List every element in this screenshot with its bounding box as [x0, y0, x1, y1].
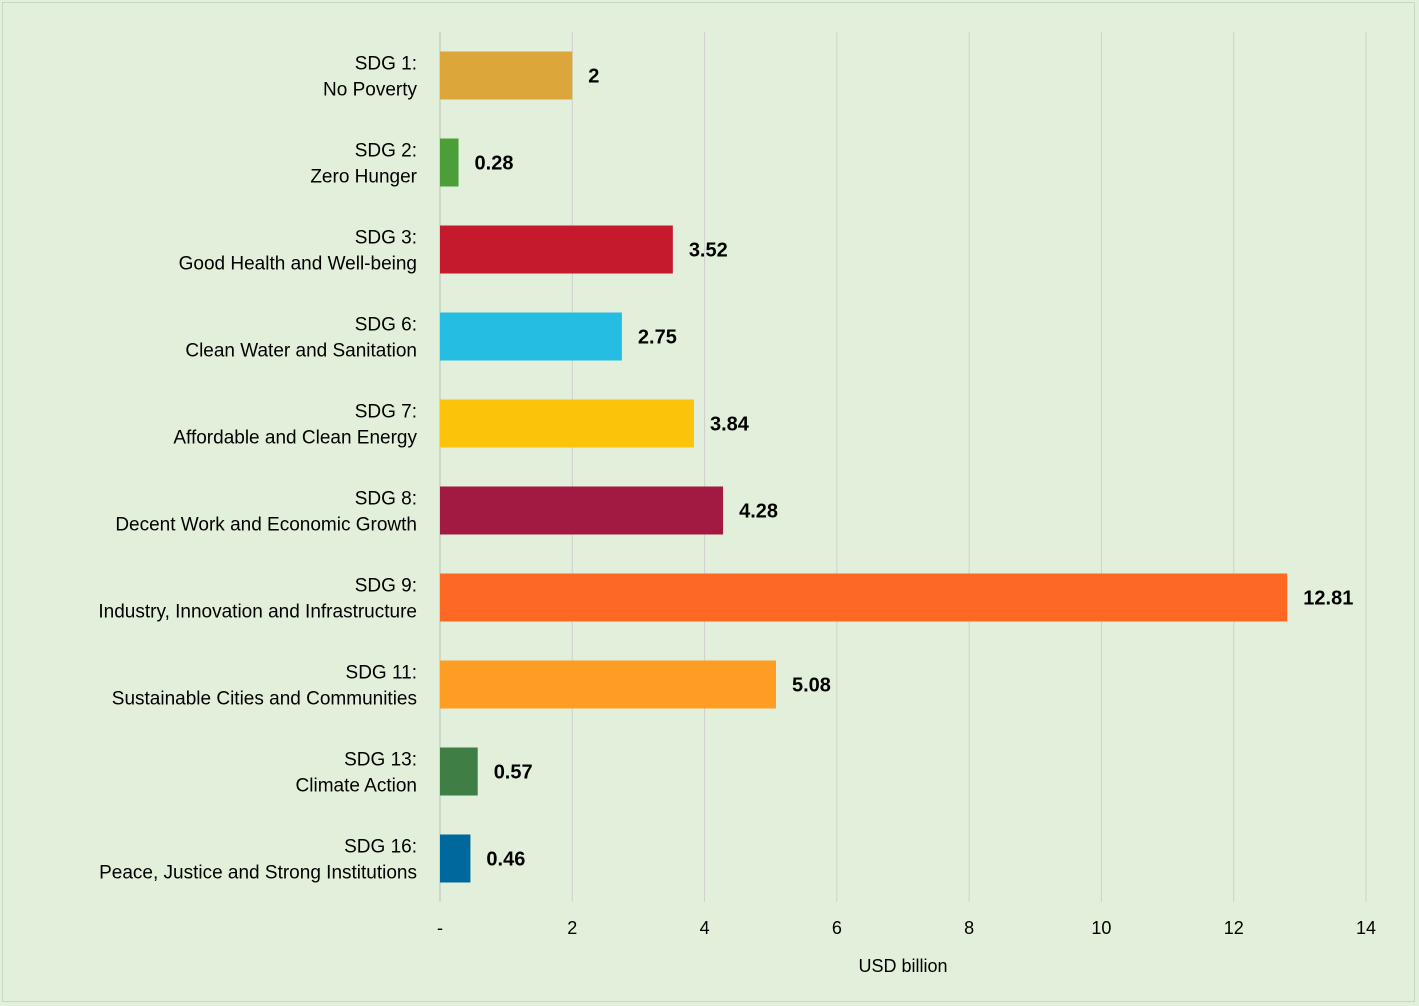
bar [440, 747, 478, 796]
category-labels: SDG 1: No Poverty SDG 2: Zero Hunger SDG 3: G… [98, 54, 417, 884]
category-label-code: SDG 6: [355, 315, 417, 336]
x-tick-label: - [437, 918, 443, 938]
category-label-name: Zero Hunger [310, 167, 417, 188]
category-label-code: SDG 9: [355, 576, 417, 597]
gridlines [439, 32, 1367, 902]
data-label: 0.57 [494, 762, 533, 784]
bar [440, 138, 459, 187]
category-label-code: SDG 8: [355, 489, 417, 510]
category-label-code: SDG 3: [355, 228, 417, 249]
data-label: 0.46 [486, 849, 525, 871]
x-tick-label: 2 [567, 918, 577, 938]
x-tick-label: 10 [1091, 918, 1111, 938]
bar [440, 399, 694, 448]
x-axis-ticks: - 2 4 6 8 10 12 14 [437, 918, 1376, 938]
bar [440, 312, 622, 361]
category-label-name: Peace, Justice and Strong Institutions [99, 863, 417, 884]
data-label: 2.75 [638, 327, 677, 349]
category-label-name: Decent Work and Economic Growth [115, 515, 417, 536]
data-label: 4.28 [739, 501, 778, 523]
bar [440, 51, 573, 100]
category-label-name: Good Health and Well-being [179, 254, 417, 275]
category-label-code: SDG 11: [346, 663, 417, 684]
category-label-name: Clean Water and Sanitation [185, 341, 417, 362]
category-label-code: SDG 2: [355, 141, 417, 162]
category-label-code: SDG 1: [355, 54, 417, 75]
category-label-code: SDG 16: [344, 837, 417, 858]
data-label: 3.84 [710, 414, 750, 436]
data-label: 2 [588, 66, 599, 88]
category-label-name: Industry, Innovation and Infrastructure [98, 602, 417, 623]
x-tick-label: 8 [964, 918, 974, 938]
bar [440, 573, 1288, 622]
data-label: 12.81 [1303, 588, 1353, 610]
data-label: 3.52 [689, 240, 728, 262]
bar [440, 660, 777, 709]
bars [440, 51, 1288, 883]
x-axis-title: USD billion [858, 956, 947, 976]
bar [440, 834, 471, 883]
x-tick-label: 14 [1356, 918, 1376, 938]
category-label-code: SDG 7: [355, 402, 417, 423]
x-tick-label: 12 [1224, 918, 1244, 938]
x-tick-label: 4 [700, 918, 710, 938]
category-label-name: Affordable and Clean Energy [173, 428, 417, 449]
bar [440, 486, 724, 535]
x-tick-label: 6 [832, 918, 842, 938]
data-label: 0.28 [475, 153, 514, 175]
data-label: 5.08 [792, 675, 831, 697]
category-label-name: Climate Action [296, 776, 417, 797]
value-labels: 2 0.28 3.52 2.75 3.84 4.28 12.81 5.08 0.57 0.46 [475, 66, 1354, 871]
category-label-name: No Poverty [323, 80, 417, 101]
category-label-code: SDG 13: [344, 750, 417, 771]
bar [440, 225, 673, 274]
category-label-name: Sustainable Cities and Communities [112, 689, 417, 710]
